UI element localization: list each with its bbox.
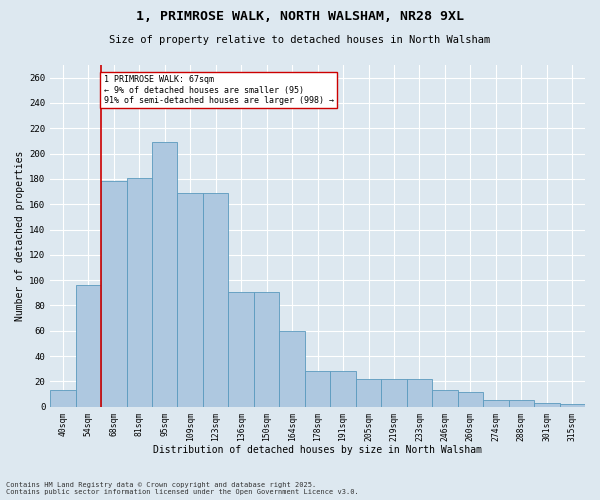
Bar: [203, 193, 229, 406]
Bar: [331, 372, 356, 406]
Bar: [229, 292, 254, 406]
Bar: [50, 390, 76, 406]
Bar: [458, 392, 483, 406]
X-axis label: Distribution of detached houses by size in North Walsham: Distribution of detached houses by size …: [153, 445, 482, 455]
Bar: [101, 182, 127, 406]
Bar: [381, 379, 407, 406]
Bar: [483, 400, 509, 406]
Bar: [560, 404, 585, 406]
Text: Size of property relative to detached houses in North Walsham: Size of property relative to detached ho…: [109, 35, 491, 45]
Text: Contains HM Land Registry data © Crown copyright and database right 2025.
Contai: Contains HM Land Registry data © Crown c…: [6, 482, 359, 495]
Text: 1, PRIMROSE WALK, NORTH WALSHAM, NR28 9XL: 1, PRIMROSE WALK, NORTH WALSHAM, NR28 9X…: [136, 10, 464, 23]
Bar: [407, 379, 432, 406]
Text: 1 PRIMROSE WALK: 67sqm
← 9% of detached houses are smaller (95)
91% of semi-deta: 1 PRIMROSE WALK: 67sqm ← 9% of detached …: [104, 75, 334, 105]
Bar: [127, 178, 152, 406]
Bar: [356, 379, 381, 406]
Y-axis label: Number of detached properties: Number of detached properties: [15, 150, 25, 321]
Bar: [76, 285, 101, 406]
Bar: [280, 331, 305, 406]
Bar: [534, 403, 560, 406]
Bar: [178, 193, 203, 406]
Bar: [152, 142, 178, 406]
Bar: [305, 372, 331, 406]
Bar: [509, 400, 534, 406]
Bar: [254, 292, 280, 406]
Bar: [432, 390, 458, 406]
